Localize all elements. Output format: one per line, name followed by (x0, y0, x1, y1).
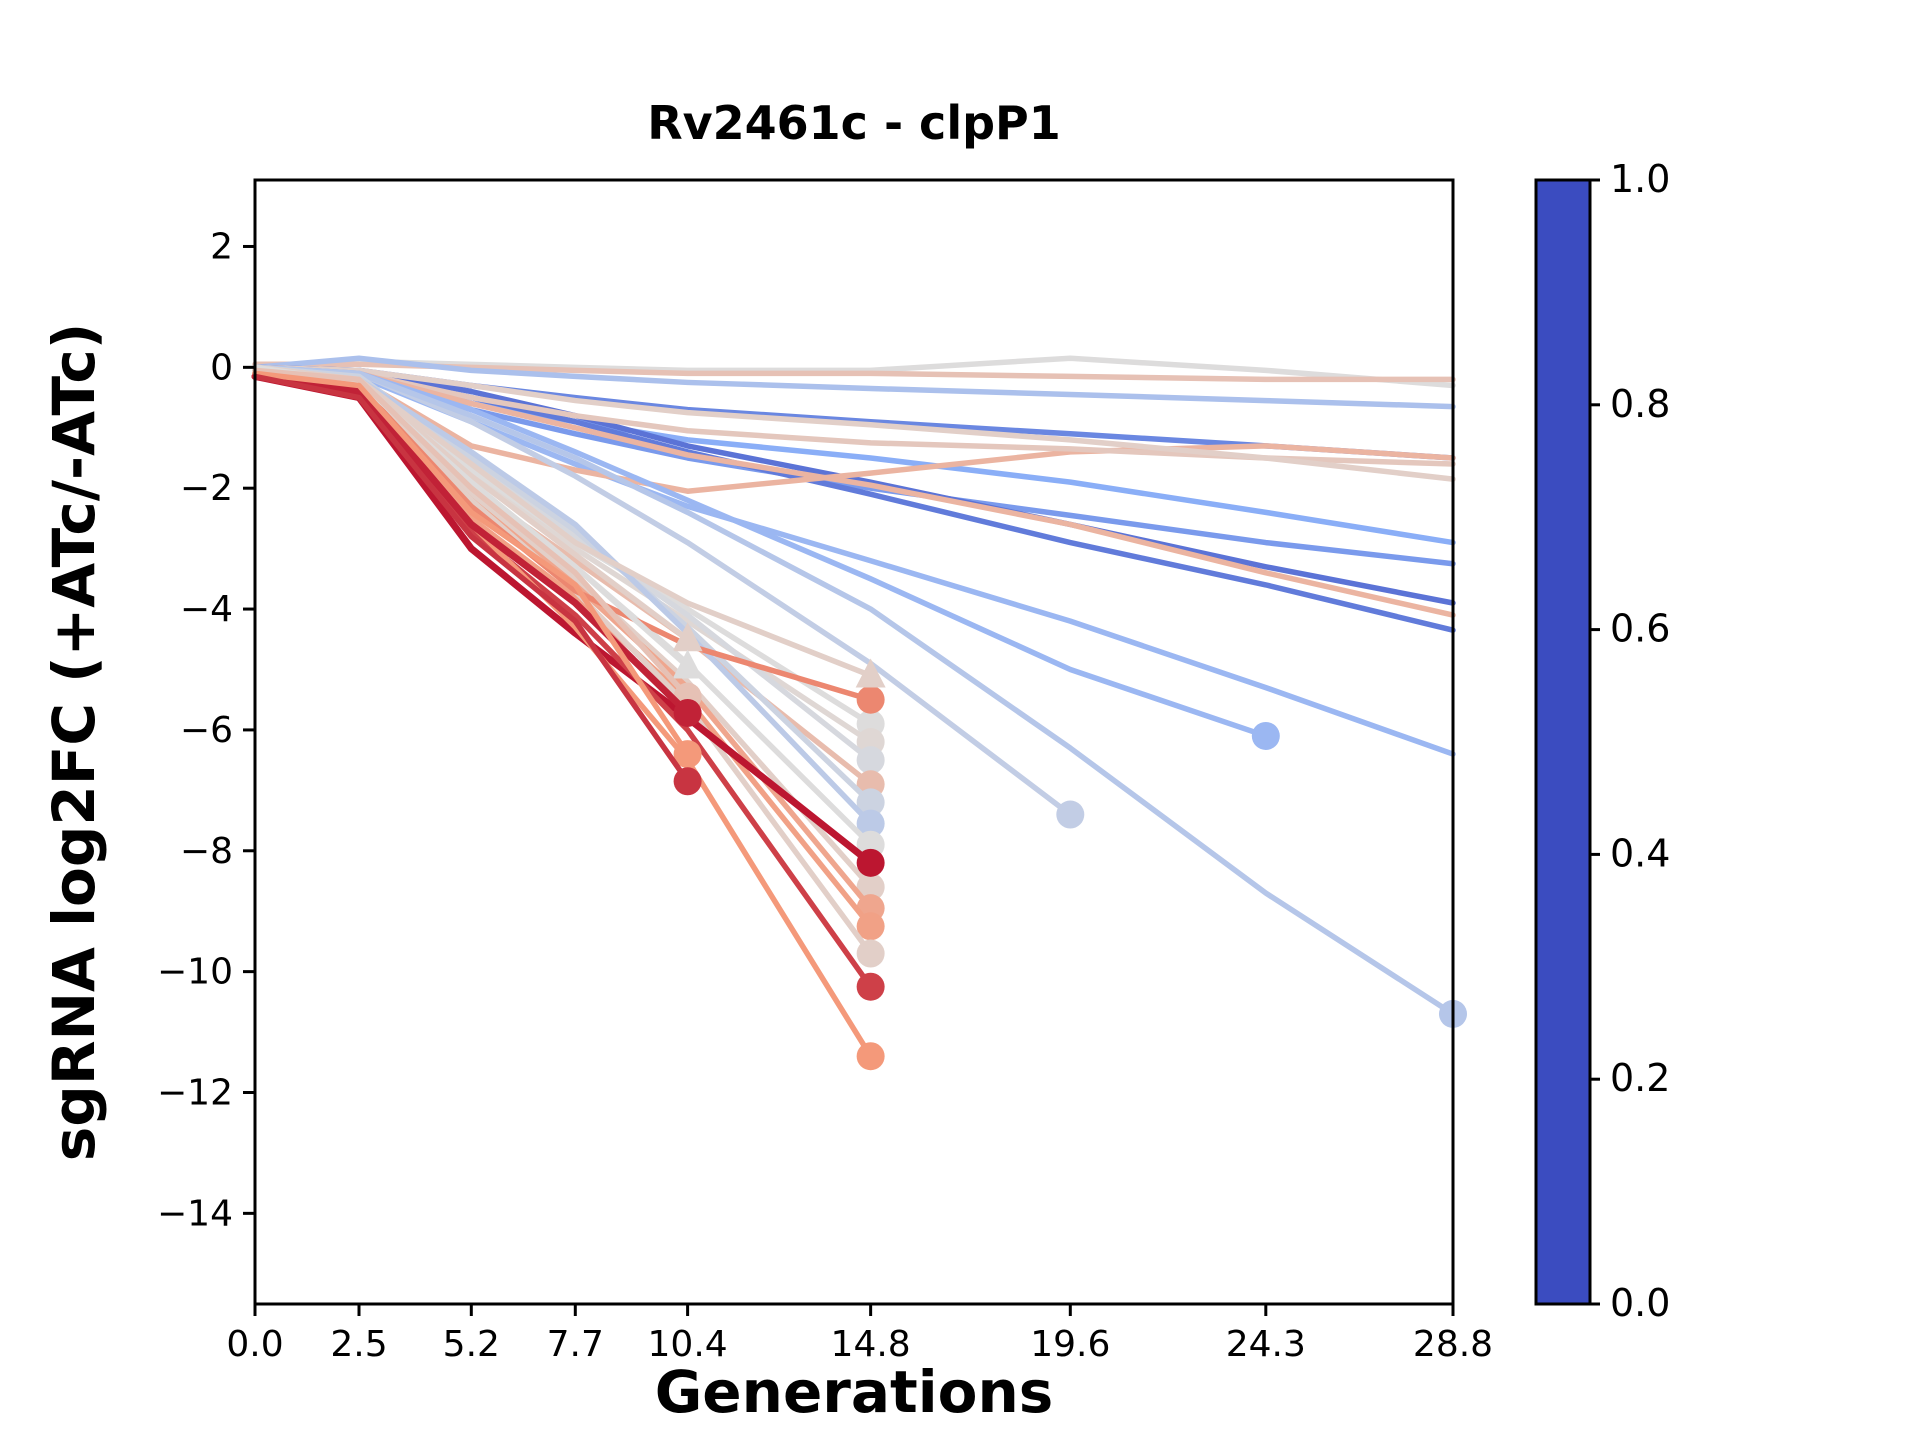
endpoint-circle-marker (856, 972, 885, 1001)
chart-title: Rv2461c - clpP1 (647, 96, 1061, 150)
x-tick-label: 19.6 (1030, 1324, 1110, 1365)
endpoint-circle-marker (856, 939, 885, 968)
plot-border (253, 178, 1455, 1306)
y-tick-label: 2 (210, 226, 233, 267)
endpoint-triangle-marker (672, 622, 703, 652)
y-tick-label: −14 (157, 1193, 233, 1234)
endpoint-circle-marker (673, 698, 702, 727)
endpoint-circle-marker (856, 809, 885, 838)
y-tick-label: −10 (157, 952, 233, 993)
x-tick-label: 24.3 (1226, 1324, 1306, 1365)
y-tick-label: 0 (210, 347, 233, 388)
colorbar-tick-label: 0.6 (1610, 607, 1670, 651)
x-tick-label: 14.8 (831, 1324, 911, 1365)
y-tick-label: −6 (180, 710, 233, 751)
sgRNA-trace (252, 370, 691, 757)
y-tick-label: −4 (180, 589, 233, 630)
axes: 0.0 2.5 5.2 7.7 10.4 14.8 19.6 24.3 28.8 2 0 −2 −4 −6… (157, 178, 1493, 1365)
sgRNA-trace (252, 364, 1456, 482)
endpoint-circle-marker (856, 1042, 885, 1071)
colorbar-gradient (1534, 178, 1592, 1306)
x-axis-label: Generations (654, 1358, 1054, 1426)
endpoint-circle-marker (856, 873, 885, 902)
sgRNA-trace (252, 367, 691, 700)
endpoint-triangle-marker (855, 658, 886, 688)
colorbar-tick-label: 1.0 (1610, 157, 1670, 201)
endpoint-circle-marker (1251, 721, 1280, 750)
sgRNA-trace (252, 355, 1456, 410)
x-tick-label: 10.4 (648, 1324, 728, 1365)
endpoint-circle-marker (856, 685, 885, 714)
colorbar-tick-label: 0.8 (1610, 382, 1670, 426)
sgRNA-trace (252, 361, 1456, 383)
series-lines (251, 355, 1467, 1071)
colorbar-tick-label: 0.0 (1610, 1281, 1670, 1325)
endpoint-circle-marker (673, 740, 702, 769)
colorbar-tick-label: 0.4 (1610, 831, 1670, 875)
y-tick-label: −12 (157, 1072, 233, 1113)
y-tick-label: −8 (180, 831, 233, 872)
x-tick-label: 28.8 (1413, 1324, 1493, 1365)
y-axis-label: sgRNA log2FC (+ATc/-ATc) (40, 322, 108, 1162)
endpoint-circle-marker (856, 746, 885, 775)
endpoint-circle-marker (1056, 800, 1085, 829)
x-tick-label: 7.7 (547, 1324, 604, 1365)
colorbar: 1.0 0.8 0.6 0.4 0.2 0.0 (1534, 157, 1670, 1325)
sgRNA-trace (252, 373, 691, 785)
y-tick-label: −2 (180, 468, 233, 509)
x-tick-label: 2.5 (330, 1324, 387, 1365)
x-tick-label: 5.2 (443, 1324, 500, 1365)
endpoint-circle-marker (856, 848, 885, 877)
endpoint-circle-marker (673, 767, 702, 796)
endpoint-circle-marker (856, 912, 885, 941)
colorbar-tick-label: 0.2 (1610, 1056, 1670, 1100)
endpoint-circle-marker (856, 788, 885, 817)
endpoint-triangle-marker (672, 649, 703, 679)
sgRNA-trace (252, 364, 1456, 1017)
x-tick-label: 0.0 (226, 1324, 283, 1365)
